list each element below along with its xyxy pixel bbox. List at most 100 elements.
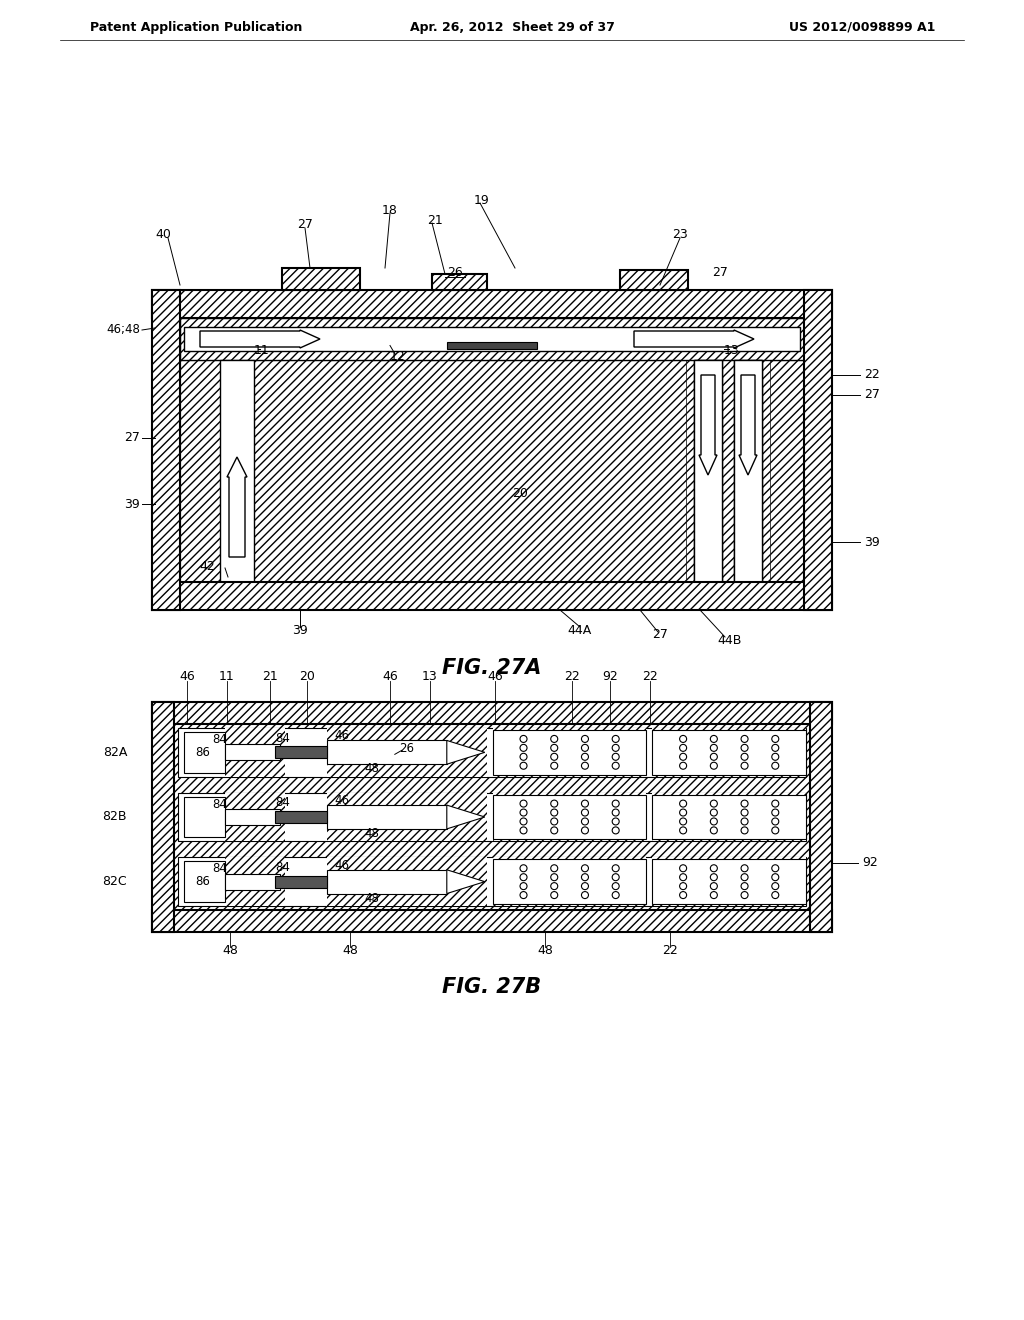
- Text: 23: 23: [672, 228, 688, 242]
- Bar: [152, 582, 831, 610]
- Bar: [444, 793, 486, 841]
- FancyArrow shape: [699, 375, 717, 475]
- Text: 84: 84: [212, 797, 227, 810]
- Circle shape: [612, 800, 620, 807]
- Circle shape: [551, 754, 558, 760]
- Circle shape: [711, 744, 718, 751]
- Circle shape: [680, 818, 687, 825]
- Circle shape: [551, 744, 558, 751]
- Circle shape: [741, 809, 749, 816]
- Text: 82A: 82A: [102, 746, 127, 759]
- Circle shape: [582, 754, 589, 760]
- Circle shape: [680, 735, 687, 742]
- Bar: [493, 795, 646, 840]
- Bar: [652, 729, 806, 776]
- Text: 20: 20: [512, 487, 528, 500]
- Bar: [225, 744, 280, 760]
- Circle shape: [741, 762, 749, 770]
- Circle shape: [612, 826, 620, 834]
- Bar: [180, 318, 804, 360]
- Bar: [282, 268, 360, 290]
- Text: 26: 26: [399, 742, 415, 755]
- Bar: [225, 809, 280, 825]
- Text: 82B: 82B: [102, 810, 127, 824]
- Text: FIG. 27A: FIG. 27A: [442, 657, 542, 678]
- Circle shape: [612, 744, 620, 751]
- Circle shape: [772, 891, 779, 899]
- Bar: [810, 702, 831, 932]
- Bar: [184, 861, 225, 902]
- Circle shape: [772, 865, 779, 871]
- Bar: [493, 730, 646, 775]
- Circle shape: [711, 735, 718, 742]
- Circle shape: [772, 735, 779, 742]
- Circle shape: [772, 883, 779, 890]
- Circle shape: [520, 826, 527, 834]
- Circle shape: [772, 762, 779, 770]
- Circle shape: [520, 809, 527, 816]
- Bar: [178, 857, 806, 906]
- Circle shape: [772, 744, 779, 751]
- Circle shape: [551, 762, 558, 770]
- Text: 44A: 44A: [568, 623, 592, 636]
- Text: 27: 27: [864, 388, 880, 401]
- FancyArrow shape: [739, 375, 757, 475]
- Circle shape: [520, 874, 527, 880]
- Circle shape: [680, 800, 687, 807]
- Bar: [220, 360, 254, 582]
- FancyArrow shape: [200, 330, 319, 348]
- Bar: [184, 731, 225, 772]
- Bar: [734, 360, 762, 582]
- Bar: [184, 796, 225, 837]
- Polygon shape: [446, 805, 484, 829]
- Bar: [180, 360, 804, 582]
- Circle shape: [680, 809, 687, 816]
- Circle shape: [612, 891, 620, 899]
- Text: 86: 86: [195, 875, 210, 888]
- Bar: [493, 729, 646, 776]
- Bar: [447, 342, 537, 348]
- Circle shape: [772, 809, 779, 816]
- FancyArrow shape: [227, 457, 247, 557]
- Text: 46;48: 46;48: [106, 323, 140, 337]
- Bar: [327, 793, 446, 841]
- Circle shape: [520, 891, 527, 899]
- Text: 39: 39: [292, 623, 308, 636]
- Text: 48: 48: [537, 944, 553, 957]
- Circle shape: [711, 762, 718, 770]
- Circle shape: [680, 865, 687, 871]
- Circle shape: [551, 874, 558, 880]
- Text: 20: 20: [299, 669, 315, 682]
- Circle shape: [582, 883, 589, 890]
- Circle shape: [520, 865, 527, 871]
- Bar: [734, 360, 762, 582]
- Text: 18: 18: [382, 203, 398, 216]
- Circle shape: [520, 800, 527, 807]
- Bar: [152, 702, 831, 723]
- Bar: [432, 275, 487, 290]
- Text: Apr. 26, 2012  Sheet 29 of 37: Apr. 26, 2012 Sheet 29 of 37: [410, 21, 614, 33]
- Circle shape: [772, 874, 779, 880]
- Circle shape: [741, 865, 749, 871]
- Circle shape: [582, 891, 589, 899]
- Circle shape: [680, 744, 687, 751]
- Text: 44B: 44B: [718, 634, 742, 647]
- Text: 84: 84: [212, 733, 227, 746]
- Bar: [686, 360, 770, 582]
- Text: 26: 26: [447, 265, 463, 279]
- Text: 92: 92: [602, 669, 617, 682]
- Text: 27: 27: [652, 628, 668, 642]
- Text: 27: 27: [712, 265, 728, 279]
- Text: 48: 48: [222, 944, 238, 957]
- Bar: [178, 793, 806, 841]
- Circle shape: [612, 735, 620, 742]
- Circle shape: [711, 800, 718, 807]
- Bar: [225, 729, 285, 776]
- Circle shape: [551, 818, 558, 825]
- Text: 13: 13: [422, 669, 438, 682]
- Text: 84: 84: [275, 861, 290, 874]
- Circle shape: [741, 883, 749, 890]
- Text: FIG. 27B: FIG. 27B: [442, 977, 542, 997]
- Circle shape: [551, 800, 558, 807]
- Circle shape: [711, 891, 718, 899]
